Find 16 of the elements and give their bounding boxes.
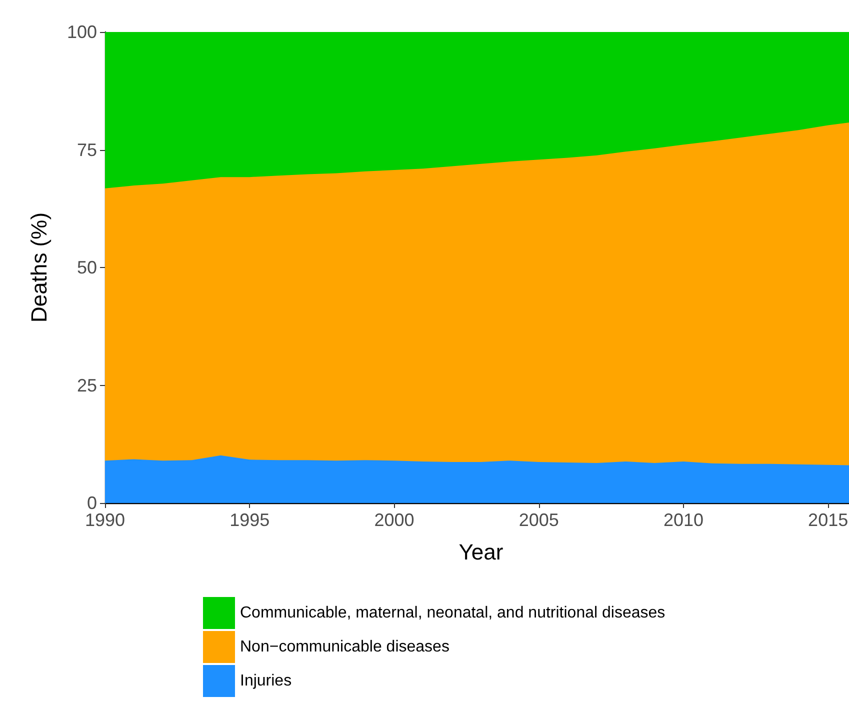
x-tick-label: 2000 [374, 510, 414, 530]
y-tick-label: 75 [76, 140, 97, 160]
legend-label: Non−communicable diseases [240, 638, 450, 656]
y-tick-label: 0 [86, 493, 97, 513]
x-tick-label: 1995 [230, 510, 270, 530]
x-axis-title: Year [458, 540, 504, 564]
legend-label: Communicable, maternal, neonatal, and nutritional diseases [240, 604, 666, 622]
x-tick-label: 2015 [808, 510, 848, 530]
y-tick-label: 50 [76, 258, 97, 278]
legend-label: Injuries [240, 672, 292, 690]
x-tick-label: 2005 [518, 510, 559, 530]
y-axis-title: Deaths (%) [26, 212, 52, 323]
x-tick-label: 1990 [84, 510, 126, 530]
y-tick-label: 25 [76, 375, 97, 396]
x-tick-label: 2010 [663, 510, 704, 530]
y-tick-label: 100 [66, 22, 97, 42]
